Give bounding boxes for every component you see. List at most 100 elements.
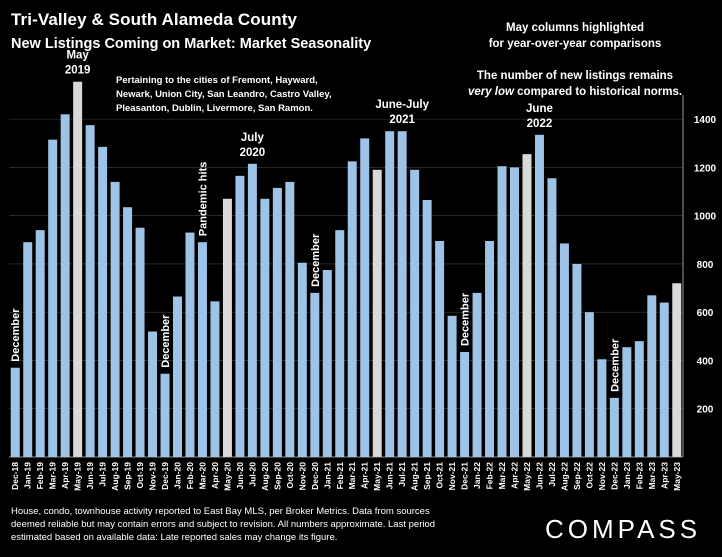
x-tick-label: Sep-21 xyxy=(422,462,432,490)
bar-dec-22 xyxy=(609,397,619,457)
compass-logo: COMPASS xyxy=(545,514,702,544)
bar-sep-21 xyxy=(422,199,432,458)
cities-line3: Pleasanton, Dublin, Livermore, San Ramon… xyxy=(116,103,313,114)
bar-mar-23 xyxy=(647,295,657,457)
bar-dec-20 xyxy=(310,292,320,457)
bar-may-23 xyxy=(672,283,682,457)
cities-line1: Pertaining to the cities of Fremont, Hay… xyxy=(116,75,318,86)
bar-may-22 xyxy=(522,154,532,458)
x-tick-label: Dec-19 xyxy=(160,462,170,490)
bar-feb-22 xyxy=(485,241,495,457)
annotation-label: July xyxy=(241,132,265,144)
x-tick-label: Sep-20 xyxy=(272,462,282,490)
annotation-label: December xyxy=(310,233,322,287)
bar-feb-19 xyxy=(35,230,45,457)
bar-aug-22 xyxy=(559,243,569,457)
bar-feb-20 xyxy=(185,232,195,457)
low-listings-emphasis: very low xyxy=(467,86,514,98)
bar-oct-19 xyxy=(135,227,145,457)
bar-jan-21 xyxy=(322,269,332,457)
x-tick-label: Mar-23 xyxy=(647,462,657,490)
annotations: December May 2019 December Pandemic hits July… xyxy=(10,50,621,392)
x-tick-label: May-22 xyxy=(522,462,532,491)
x-tick-label: Apr-23 xyxy=(659,462,669,489)
footnote-line1: House, condo, townhouse activity reporte… xyxy=(11,506,430,517)
x-tick-label: Oct-22 xyxy=(584,462,594,489)
bar-apr-22 xyxy=(510,167,519,457)
x-tick-label: Mar-21 xyxy=(347,462,357,490)
bar-sep-20 xyxy=(272,187,282,457)
bar-apr-19 xyxy=(60,114,70,457)
x-tick-label: Mar-19 xyxy=(48,462,58,490)
bar-oct-21 xyxy=(435,241,445,457)
x-tick-label: Apr-22 xyxy=(510,462,520,489)
bar-dec-21 xyxy=(460,352,470,457)
y-tick-label: 1400 xyxy=(694,115,717,126)
bar-may-21 xyxy=(372,169,382,457)
bar-aug-20 xyxy=(260,198,270,458)
x-tick-label: Nov-19 xyxy=(148,462,158,491)
x-tick-label: May-23 xyxy=(672,462,682,491)
cities-line2: Newark, Union City, San Leandro, Castro … xyxy=(116,89,332,100)
x-tick-label: Aug-22 xyxy=(559,462,569,491)
may-highlight-line2: for year-over-year comparisons xyxy=(488,38,662,50)
bar-apr-20 xyxy=(210,301,220,457)
may-highlight-note: May columns highlighted for year-over-ye… xyxy=(455,20,695,52)
x-tick-label: Feb-20 xyxy=(185,462,195,490)
bar-jun-21 xyxy=(385,131,395,457)
annotation-label: 2019 xyxy=(65,65,91,77)
annotation-label: December xyxy=(460,292,472,346)
bar-jul-21 xyxy=(397,131,407,457)
x-tick-label: Apr-20 xyxy=(210,462,220,489)
bar-jan-23 xyxy=(622,347,632,457)
chart-subtitle: New Listings Coming on Market: Market Se… xyxy=(11,36,372,52)
annotation-label: December xyxy=(609,338,621,392)
bar-may-19 xyxy=(73,81,83,457)
bars xyxy=(10,81,682,458)
annotation-label: December xyxy=(160,314,172,368)
x-tick-label: Apr-19 xyxy=(60,462,70,489)
x-tick-label: Nov-20 xyxy=(297,462,307,491)
x-tick-label: Oct-21 xyxy=(435,462,445,489)
x-tick-label: Jun-19 xyxy=(85,462,95,490)
bar-jul-19 xyxy=(98,146,108,458)
bar-apr-23 xyxy=(659,302,669,457)
annotation-label: 2020 xyxy=(240,147,266,159)
y-axis-ticks: 200 400 600 800 1000 1200 1400 xyxy=(9,95,717,458)
x-tick-label: Dec-22 xyxy=(609,462,619,490)
bar-nov-20 xyxy=(297,262,307,457)
bar-oct-20 xyxy=(285,181,295,457)
bar-dec-19 xyxy=(160,373,170,457)
x-tick-label: Jul-20 xyxy=(247,462,257,487)
bar-mar-20 xyxy=(197,242,207,457)
bar-nov-19 xyxy=(148,331,158,457)
bar-jun-22 xyxy=(534,134,544,457)
bar-oct-22 xyxy=(584,312,594,457)
bar-sep-19 xyxy=(123,207,133,457)
annotation-label: 2021 xyxy=(389,114,415,126)
bar-jan-19 xyxy=(23,242,33,457)
y-tick-label: 400 xyxy=(697,356,714,367)
x-tick-label: Oct-20 xyxy=(285,462,295,489)
x-axis-ticks: Dec-18 Jan-19 Feb-19 Mar-19 Apr-19 May-19 Jun-… xyxy=(10,462,682,491)
y-tick-label: 1200 xyxy=(694,163,717,174)
x-tick-label: Nov-21 xyxy=(447,462,457,491)
annotation-label: 2022 xyxy=(527,118,553,130)
x-tick-label: Jan-22 xyxy=(472,462,482,489)
bar-jan-22 xyxy=(472,292,482,457)
x-tick-label: Sep-19 xyxy=(123,462,133,490)
x-tick-label: Jan-21 xyxy=(322,462,332,489)
bar-apr-21 xyxy=(360,138,370,457)
x-tick-label: Aug-21 xyxy=(410,462,420,491)
y-tick-label: 600 xyxy=(697,308,714,319)
x-tick-label: May-21 xyxy=(372,462,382,491)
cities-note: Pertaining to the cities of Fremont, Hay… xyxy=(116,74,361,116)
y-tick-label: 200 xyxy=(697,405,714,416)
bar-mar-19 xyxy=(48,139,58,457)
may-highlight-line1: May columns highlighted xyxy=(505,22,644,34)
bar-sep-22 xyxy=(572,263,582,457)
x-tick-label: Jun-21 xyxy=(385,462,395,490)
x-tick-label: Apr-21 xyxy=(360,462,370,489)
x-tick-label: Mar-20 xyxy=(197,462,207,490)
bar-dec-18 xyxy=(10,367,20,457)
